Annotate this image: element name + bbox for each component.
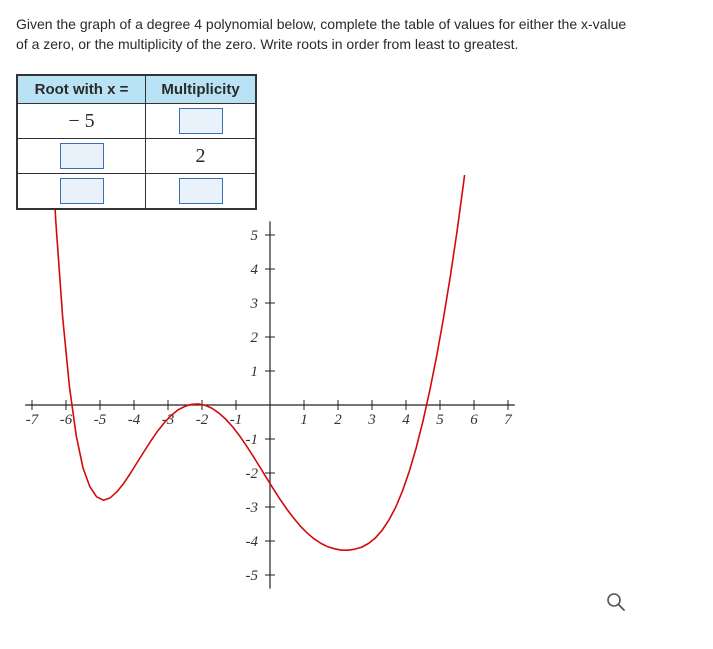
- root-input-2[interactable]: [60, 178, 104, 204]
- svg-text:-4: -4: [246, 534, 259, 550]
- svg-text:1: 1: [251, 364, 259, 380]
- root-input-1[interactable]: [60, 143, 104, 169]
- svg-text:2: 2: [334, 412, 342, 428]
- svg-text:3: 3: [250, 296, 259, 312]
- roots-table: Root with x = Multiplicity − 52: [16, 74, 257, 210]
- svg-text:-1: -1: [246, 432, 259, 448]
- svg-text:2: 2: [251, 330, 259, 346]
- table-header-mult: Multiplicity: [146, 76, 256, 104]
- svg-text:-5: -5: [246, 568, 259, 584]
- svg-text:-3: -3: [246, 500, 259, 516]
- svg-text:-7: -7: [26, 412, 40, 428]
- svg-text:4: 4: [251, 262, 259, 278]
- mult-input-0[interactable]: [179, 108, 223, 134]
- svg-text:-2: -2: [246, 466, 259, 482]
- magnifier-icon[interactable]: [606, 592, 626, 615]
- svg-text:3: 3: [367, 412, 376, 428]
- question-line1: Given the graph of a degree 4 polynomial…: [16, 16, 626, 32]
- svg-text:1: 1: [300, 412, 308, 428]
- svg-text:4: 4: [402, 412, 410, 428]
- graph-svg: -7-6-5-4-3-2-11234567-5-4-3-2-112345: [16, 175, 713, 635]
- mult-value-1: 2: [146, 139, 256, 174]
- question-text: Given the graph of a degree 4 polynomial…: [16, 14, 697, 55]
- svg-text:6: 6: [470, 412, 478, 428]
- polynomial-graph: -7-6-5-4-3-2-11234567-5-4-3-2-112345: [16, 175, 696, 635]
- svg-text:-2: -2: [196, 412, 209, 428]
- svg-text:-4: -4: [128, 412, 141, 428]
- svg-text:-6: -6: [60, 412, 73, 428]
- svg-text:5: 5: [251, 228, 259, 244]
- root-value-0: − 5: [18, 104, 146, 139]
- table-header-root: Root with x =: [18, 76, 146, 104]
- svg-text:5: 5: [436, 412, 444, 428]
- mult-input-2[interactable]: [179, 178, 223, 204]
- svg-text:-5: -5: [94, 412, 107, 428]
- svg-text:7: 7: [504, 412, 513, 428]
- question-line2: of a zero, or the multiplicity of the ze…: [16, 36, 518, 52]
